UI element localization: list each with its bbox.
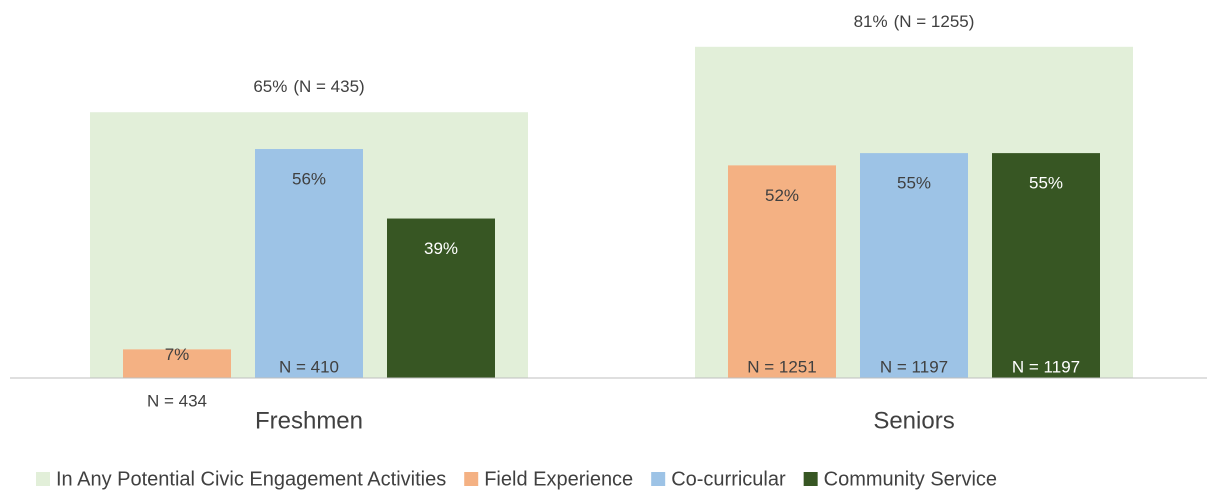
- n-label: N = 434: [147, 391, 207, 410]
- legend-label: In Any Potential Civic Engagement Activi…: [56, 468, 446, 490]
- legend-label: Co-curricular: [671, 468, 786, 490]
- bar: [255, 149, 363, 378]
- n-label: N = 1197: [880, 357, 948, 376]
- data-label: 81% (N = 1255): [854, 12, 975, 31]
- x-tick-label: Freshmen: [255, 407, 363, 434]
- n-label: (N = 1255): [894, 12, 975, 31]
- value-label: 39%: [424, 239, 458, 258]
- x-tick-label: Seniors: [873, 407, 954, 434]
- n-label: N = 1197: [1012, 357, 1080, 376]
- data-label: 65% (N = 435): [253, 78, 364, 97]
- value-label: 7%: [165, 345, 190, 364]
- value-label: 55%: [1029, 174, 1063, 193]
- value-label: 56%: [292, 170, 326, 189]
- value-label: 55%: [897, 174, 931, 193]
- bar: [728, 165, 836, 378]
- legend-label: Community Service: [824, 468, 997, 490]
- legend-swatch: [464, 472, 479, 486]
- bar: [387, 218, 495, 378]
- legend-swatch: [651, 472, 666, 486]
- legend-swatch: [36, 472, 50, 486]
- value-label: 52%: [765, 186, 799, 205]
- n-label: N = 410: [279, 357, 339, 376]
- legend-label: Field Experience: [484, 468, 633, 490]
- bar: [992, 153, 1100, 378]
- value-label: 65%: [253, 78, 287, 97]
- value-label: 81%: [854, 12, 888, 31]
- n-label: N = 1251: [747, 357, 816, 376]
- bar: [860, 153, 968, 378]
- legend-swatch: [803, 472, 818, 486]
- n-label: (N = 435): [293, 78, 364, 97]
- bar: [123, 349, 231, 378]
